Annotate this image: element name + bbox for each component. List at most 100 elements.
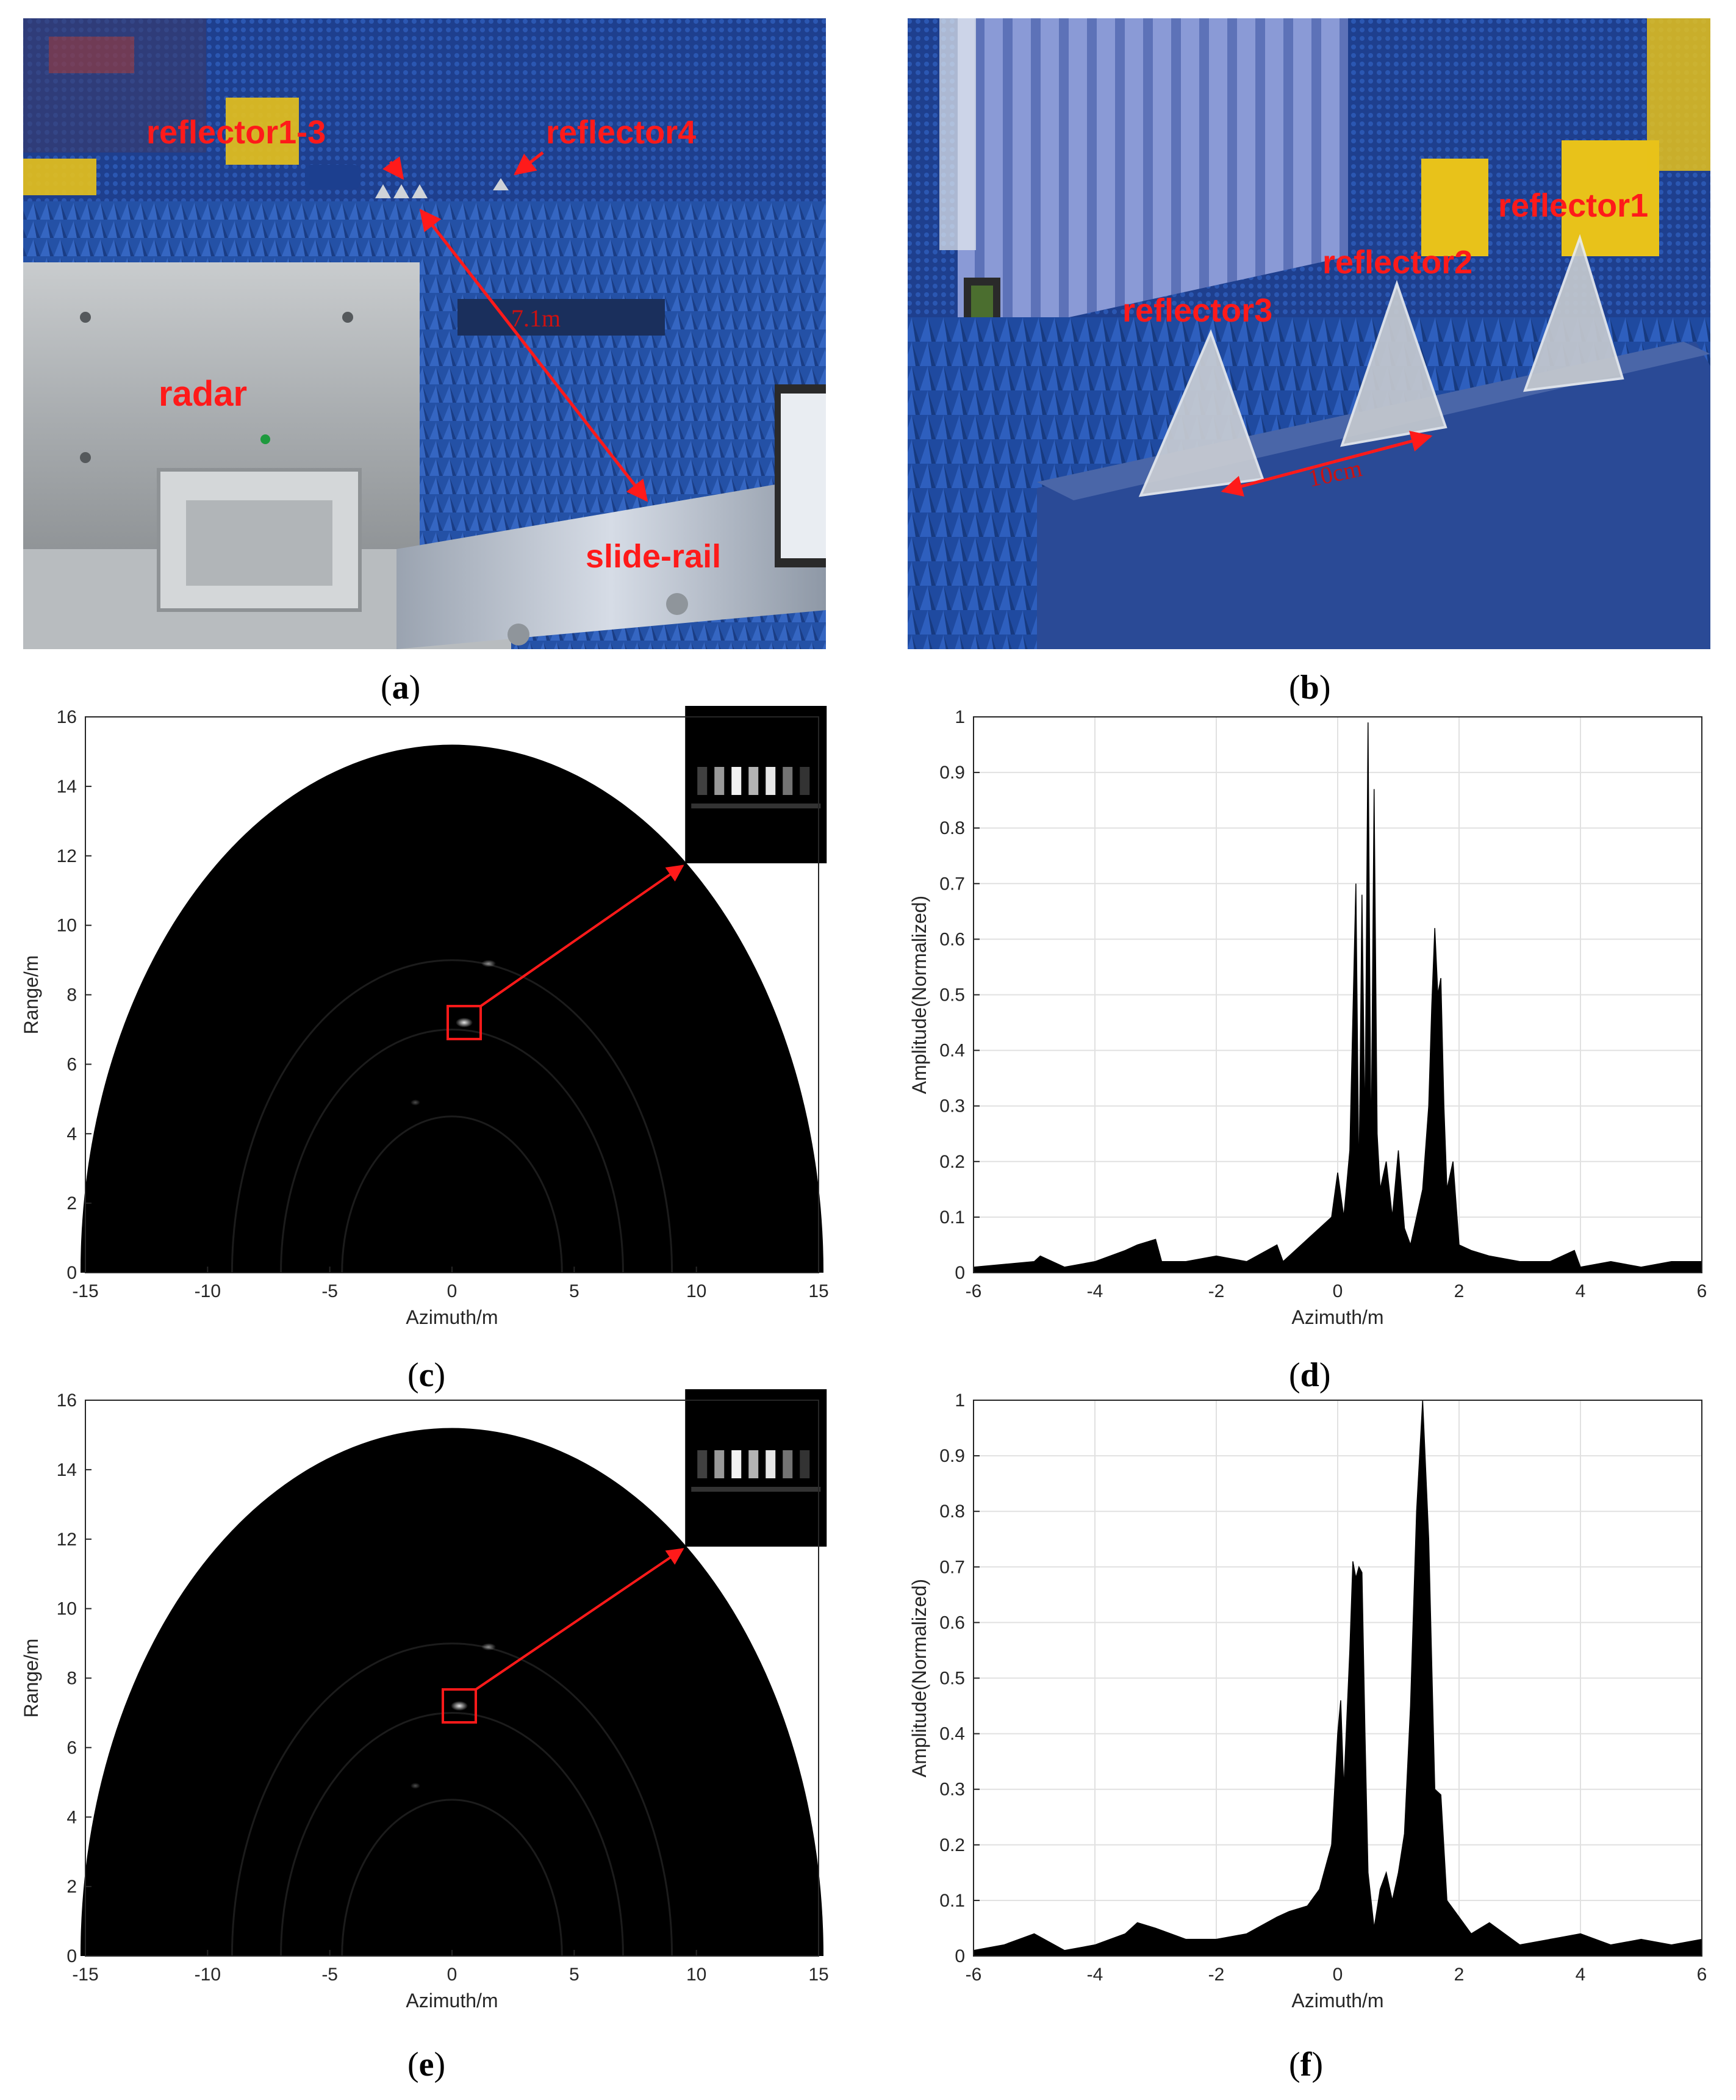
x-tick-label: 6 — [1697, 1281, 1707, 1301]
inset-stripe — [731, 1450, 742, 1478]
y-tick-label: 12 — [57, 846, 77, 866]
y-tick-label: 0.5 — [939, 985, 965, 1005]
label-reflector1-3: reflector1-3 — [146, 114, 326, 151]
axes-frame-top — [973, 716, 1702, 1273]
y-tick-label: 8 — [66, 985, 77, 1005]
label-reflector3: reflector3 — [1122, 292, 1272, 329]
x-tick-label: 4 — [1576, 1965, 1586, 1985]
caption-f: (f) — [1289, 2046, 1323, 2084]
target-blip-secondary — [481, 960, 497, 968]
axes-frame — [85, 1400, 819, 1957]
target-blip — [451, 1701, 468, 1711]
target-blip — [456, 1018, 473, 1028]
axes-frame — [85, 716, 819, 1273]
caption-c-letter: c — [419, 1356, 434, 1394]
inset-stripe — [783, 1450, 793, 1478]
y-tick-label: 6 — [66, 1738, 77, 1758]
x-tick-label: 2 — [1454, 1965, 1465, 1985]
radar-image-chart-c: -15 -10 -5 0 5 10 15 0 2 4 6 8 10 12 14 16 Azimuth/m Rang… — [20, 706, 829, 1328]
caption-c: (c) — [407, 1356, 445, 1394]
x-tick-label: -10 — [195, 1965, 221, 1985]
inset-stripe — [766, 1450, 776, 1478]
caption-e-letter: e — [419, 2046, 434, 2084]
inset-stripe — [697, 1450, 708, 1478]
y-tick-label: 2 — [66, 1193, 77, 1214]
y-tick-label: 0.1 — [939, 1207, 965, 1228]
label-reflector2: reflector2 — [1322, 244, 1472, 281]
label-reflector1: reflector1 — [1498, 187, 1648, 224]
caption-d-letter: d — [1300, 1356, 1319, 1394]
y-tick-label: 0 — [955, 1946, 965, 1966]
label-reflector4: reflector4 — [546, 114, 696, 151]
y-tick-label: 0.9 — [939, 763, 965, 783]
y-tick-label: 0.2 — [939, 1835, 965, 1855]
caption-a-letter: a — [392, 669, 409, 707]
y-tick-label: 0.9 — [939, 1446, 965, 1466]
caption-b: (b) — [1289, 669, 1330, 707]
zoom-arrow — [479, 865, 684, 1007]
y-tick-label: 8 — [66, 1669, 77, 1689]
y-tick-label: 14 — [57, 1460, 77, 1480]
y-tick-label: 0.8 — [939, 1501, 965, 1522]
y-tick-label: 14 — [57, 777, 77, 797]
x-tick-label: -4 — [1087, 1281, 1103, 1301]
y-tick-label: 0.3 — [939, 1780, 965, 1800]
inset-stripe — [783, 767, 793, 795]
y-tick-label: 0.2 — [939, 1152, 965, 1172]
inset-stripe — [748, 767, 759, 795]
x-tick-label: 15 — [808, 1281, 828, 1301]
y-axis-label: Range/m — [20, 955, 42, 1035]
range-ring — [231, 959, 673, 1273]
axes-frame-top — [973, 1400, 1702, 1957]
x-tick-label: 5 — [569, 1281, 579, 1301]
y-tick-label: 0.6 — [939, 929, 965, 949]
inset-stripe — [731, 767, 742, 795]
label-slide-rail: slide-rail — [586, 538, 721, 575]
range-ring — [280, 1028, 624, 1273]
x-tick-label: 4 — [1576, 1281, 1586, 1301]
y-tick-label: 0.4 — [939, 1724, 965, 1744]
y-tick-label: 0.7 — [939, 1557, 965, 1577]
y-tick-label: 16 — [57, 707, 77, 727]
y-tick-label: 0 — [66, 1946, 77, 1966]
x-axis-label: Azimuth/m — [406, 1306, 498, 1328]
y-axis-label: Range/m — [20, 1639, 42, 1718]
x-axis-label: Azimuth/m — [406, 1990, 498, 2012]
x-axis-label: Azimuth/m — [1291, 1306, 1383, 1328]
x-tick-label: -15 — [72, 1965, 98, 1985]
x-tick-label: 5 — [569, 1965, 579, 1985]
inset-stripe — [748, 1450, 759, 1478]
photo-panel-a — [23, 18, 826, 649]
amplitude-area — [973, 722, 1702, 1273]
highlight-box — [442, 1688, 478, 1724]
x-tick-label: -6 — [966, 1281, 982, 1301]
y-tick-label: 0.4 — [939, 1041, 965, 1061]
range-ring — [280, 1711, 624, 1957]
x-tick-label: -10 — [195, 1281, 221, 1301]
x-tick-label: -4 — [1087, 1965, 1103, 1985]
highlight-box — [447, 1005, 482, 1041]
amplitude-chart-f: -6 -4 -2 0 2 4 6 0 0.1 0.2 0.3 0.4 0.5 0.6 0.7 0.8 0.9 1 A… — [908, 1390, 1707, 2012]
amplitude-chart-d: -6 -4 -2 0 2 4 6 0 0.1 0.2 0.3 0.4 0.5 0.6 0.7 0.8 0.9 1 A… — [908, 707, 1707, 1328]
caption-d: (d) — [1289, 1356, 1330, 1394]
x-tick-label: -5 — [321, 1965, 338, 1985]
x-axis-label: Azimuth/m — [1291, 1990, 1383, 2012]
range-ring — [341, 1115, 563, 1273]
x-tick-label: 15 — [808, 1965, 828, 1985]
y-tick-label: 1 — [955, 1390, 965, 1411]
x-tick-label: 0 — [447, 1965, 457, 1985]
x-tick-label: -2 — [1208, 1281, 1225, 1301]
inset-stripe — [766, 767, 776, 795]
photo-panel-b — [908, 18, 1710, 649]
y-tick-label: 0 — [66, 1263, 77, 1283]
y-tick-label: 12 — [57, 1530, 77, 1550]
y-tick-label: 0.8 — [939, 818, 965, 838]
x-tick-label: 10 — [686, 1281, 706, 1301]
y-axis-label: Amplitude(Normalized) — [908, 1579, 930, 1777]
y-tick-label: 6 — [66, 1054, 77, 1074]
caption-b-letter: b — [1300, 669, 1319, 707]
radar-image-chart-e: -15 -10 -5 0 5 10 15 0 2 4 6 8 10 12 14 16 Azimuth/m Rang… — [20, 1389, 829, 2012]
range-ring — [341, 1799, 563, 1957]
x-tick-label: 10 — [686, 1965, 706, 1985]
label-radar: radar — [159, 374, 247, 414]
